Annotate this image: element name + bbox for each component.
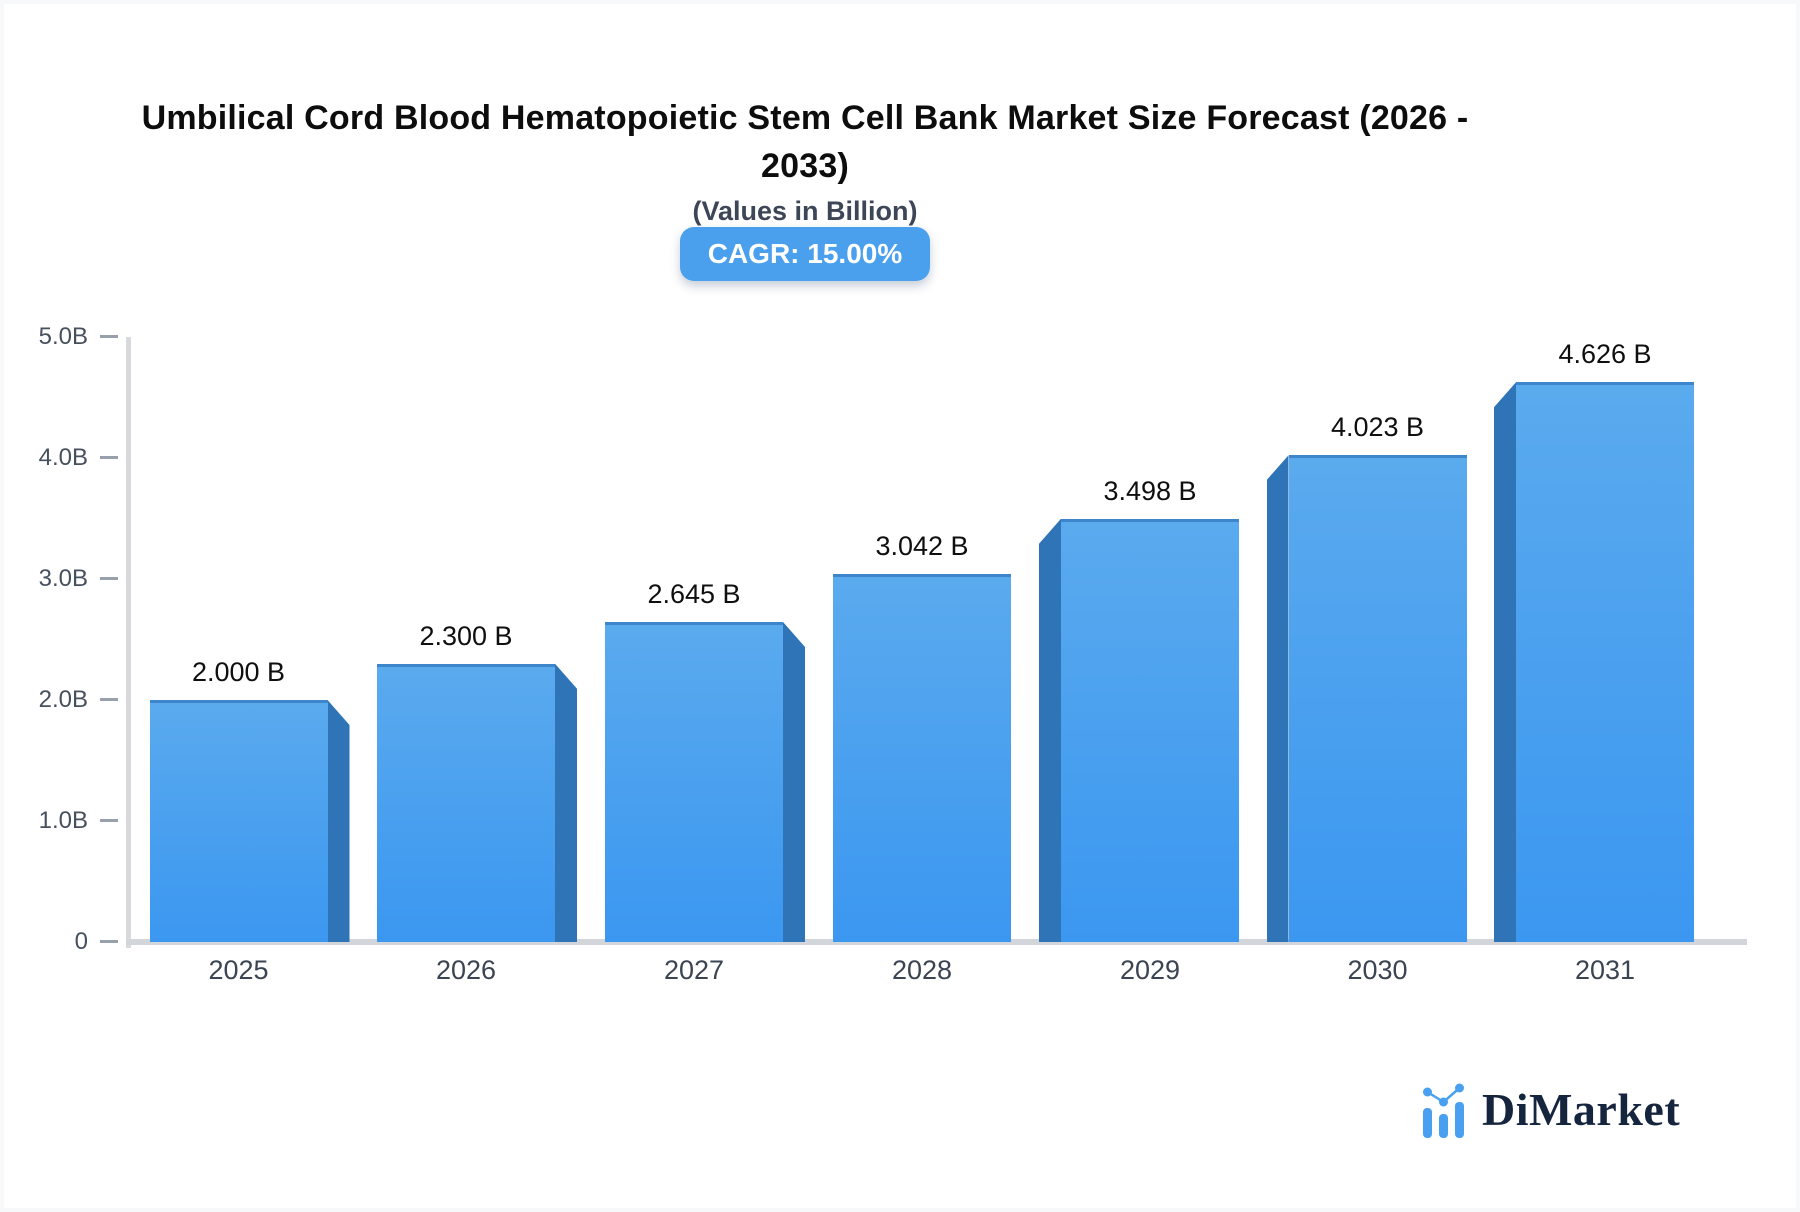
bar-2029 (1061, 518, 1239, 942)
x-axis-year-label: 2026 (435, 955, 497, 985)
bar-2027 (605, 621, 783, 942)
bar-side-2026 (555, 663, 577, 942)
x-axis-year-label: 2027 (663, 955, 725, 985)
bar-value-label: 3.498 B (1103, 475, 1197, 506)
dimarket-logo-icon (1423, 1083, 1464, 1138)
y-tick-mark (100, 456, 118, 459)
x-axis-year-label: 2031 (1574, 955, 1636, 985)
y-axis-line (126, 337, 131, 948)
bar-value-label: 2.645 B (647, 578, 741, 609)
x-axis-year-label: 2028 (891, 955, 953, 985)
bar-2030 (1288, 455, 1467, 942)
bar-side-2025 (327, 700, 350, 942)
chart-title: Umbilical Cord Blood Hematopoietic Stem … (141, 99, 1469, 185)
chart-subtitle: (Values in Billion) (692, 196, 918, 226)
y-tick-label: 3.0B (38, 565, 88, 592)
bar-2025 (149, 700, 328, 942)
dimarket-logo: DiMarket (1420, 1082, 1680, 1138)
bar-2028 (833, 573, 1011, 942)
y-tick-mark (100, 335, 118, 338)
bar-side-2030 (1266, 455, 1289, 942)
y-tick-mark (100, 940, 118, 943)
y-tick-label: 5.0B (38, 323, 88, 350)
bar-value-label: 3.042 B (875, 530, 969, 561)
y-tick-label: 0 (74, 928, 88, 955)
y-tick-label: 4.0B (38, 444, 88, 471)
bar-side-2031 (1494, 382, 1516, 942)
bar-value-label: 2.300 B (419, 620, 513, 651)
x-axis-year-label: 2025 (208, 955, 269, 985)
x-axis-year-label: 2029 (1119, 955, 1181, 985)
y-tick-label: 2.0B (38, 686, 88, 713)
bar-side-2027 (783, 621, 805, 942)
bar-2031 (1516, 382, 1694, 942)
y-tick-mark (100, 819, 118, 822)
bar-2026 (377, 663, 555, 942)
bar-value-label: 4.626 B (1558, 339, 1652, 370)
bar-side-2029 (1039, 518, 1061, 942)
bar-value-label: 4.023 B (1330, 412, 1425, 443)
dimarket-logo-text: DiMarket (1482, 1084, 1681, 1135)
y-tick-mark (100, 577, 118, 580)
x-axis-year-label: 2030 (1347, 955, 1408, 985)
y-tick-label: 1.0B (38, 807, 88, 834)
x-axis-line (126, 939, 1747, 945)
cagr-badge: CAGR: 15.00% (680, 227, 930, 281)
y-tick-mark (100, 698, 118, 701)
bar-value-label: 2.000 B (191, 657, 286, 687)
